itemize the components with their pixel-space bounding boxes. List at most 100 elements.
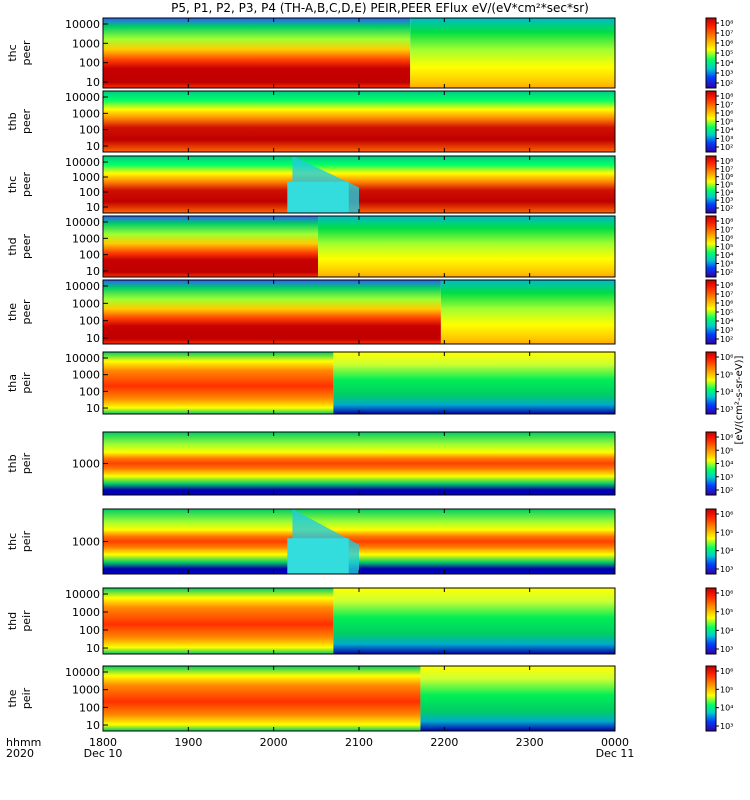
panel-1-colorbar <box>705 17 717 89</box>
panel-9-ytick-label: 10 <box>86 642 100 655</box>
panel-1-spectrogram-quiet <box>410 18 615 88</box>
panel-8-colorbar <box>705 508 717 575</box>
panel-6-colorbar-tick-label: 10³ <box>720 405 733 414</box>
panel-4-colorbar-tick-label: 10⁴ <box>720 251 733 260</box>
panel-9-ytick-label: 1000 <box>72 606 100 619</box>
panel-5-colorbar-tick-label: 10⁷ <box>720 290 733 299</box>
panel-5-colorbar <box>705 279 717 345</box>
panel-2-spectrogram-active <box>103 91 615 152</box>
panel-10-colorbar-tick-label: 10⁴ <box>720 704 733 713</box>
panel-2-ytick-label: 100 <box>79 124 100 137</box>
panel-3-ytick-label: 10000 <box>65 156 100 169</box>
panel-7-colorbar <box>705 431 717 496</box>
panel-9-spectrogram-active <box>103 588 334 654</box>
panel-1-colorbar-tick-label: 10² <box>720 79 733 88</box>
panel-6-ytick-label: 1000 <box>72 369 100 382</box>
panel-8-colorbar-tick-label: 10³ <box>720 565 733 574</box>
panel-1-colorbar-tick-label: 10⁶ <box>720 39 733 48</box>
panel-9-probe-label: thd <box>6 612 19 630</box>
xtick-label-1900: 1900 <box>174 736 202 749</box>
panel-2-instrument-label: peer <box>20 109 33 135</box>
panel-6-colorbar-tick-label: 10⁵ <box>720 370 733 379</box>
panel-6-ytick-label: 10000 <box>65 352 100 365</box>
panel-8-colorbar-tick-label: 10⁴ <box>720 547 733 556</box>
panel-2-colorbar-tick-label: 10³ <box>720 135 733 144</box>
panel-3-instrument-label: peer <box>20 172 33 198</box>
panel-8-probe-label: thc <box>6 533 19 550</box>
panel-4-colorbar-tick-label: 10³ <box>720 260 733 269</box>
panel-7-probe-label: thb <box>6 454 19 472</box>
panel-5-colorbar-tick-label: 10⁶ <box>720 299 733 308</box>
panel-6-colorbar-tick-label: 10⁶ <box>720 353 733 362</box>
panel-3-colorbar-tick-label: 10⁷ <box>720 165 733 174</box>
panel-10-probe-label: the <box>6 689 19 707</box>
panel-3-colorbar <box>705 155 717 214</box>
panel-5-ytick-label: 100 <box>79 315 100 328</box>
panel-2-colorbar-tick-label: 10² <box>720 143 733 152</box>
panel-3-colorbar-tick-label: 10⁶ <box>720 173 733 182</box>
panel-2-ytick-label: 1000 <box>72 107 100 120</box>
chart-title: P5, P1, P2, P3, P4 (TH-A,B,C,D,E) PEIR,P… <box>171 1 589 15</box>
panel-1-spectrogram-active <box>103 18 411 88</box>
panel-3-colorbar-tick-label: 10⁵ <box>720 181 733 190</box>
panel-9-colorbar-tick-label: 10³ <box>720 645 733 654</box>
panel-1-ytick-label: 100 <box>79 57 100 70</box>
panel-1-colorbar-tick-label: 10⁸ <box>720 19 733 28</box>
panel-2-ytick-label: 10 <box>86 140 100 153</box>
panel-8-colorbar-tick-label: 10⁵ <box>720 528 733 537</box>
panel-5-colorbar-tick-label: 10⁴ <box>720 317 733 326</box>
panel-4-colorbar <box>705 215 717 278</box>
panel-2-colorbar-tick-label: 10⁶ <box>720 109 733 118</box>
panel-8-colorbar-tick-label: 10⁶ <box>720 510 733 519</box>
panel-9-colorbar <box>705 587 717 655</box>
panel-4-colorbar-tick-label: 10⁶ <box>720 234 733 243</box>
panel-3-colorbar-tick-label: 10³ <box>720 196 733 205</box>
panel-6-colorbar-tick-label: 10⁴ <box>720 388 733 397</box>
panel-3-ytick-label: 100 <box>79 186 100 199</box>
panel-2-colorbar-tick-label: 10⁸ <box>720 92 733 101</box>
panel-5-probe-label: the <box>6 303 19 321</box>
xtick-label-2100: 2100 <box>345 736 373 749</box>
panel-9-ytick-label: 100 <box>79 624 100 637</box>
panel-7-colorbar-tick-label: 10³ <box>720 473 733 482</box>
panel-5-colorbar-tick-label: 10³ <box>720 326 733 335</box>
panel-4-ytick-label: 10 <box>86 265 100 278</box>
panel-7-colorbar-tick-label: 10⁶ <box>720 433 733 442</box>
panel-4-ytick-label: 1000 <box>72 232 100 245</box>
panel-9-spectrogram-quiet <box>333 588 615 654</box>
panel-7-ytick-label: 1000 <box>72 458 100 471</box>
xtick-label-2300: 2300 <box>516 736 544 749</box>
panel-6-instrument-label: peir <box>20 372 33 394</box>
panel-1-probe-label: thc <box>6 44 19 61</box>
panel-3-colorbar-tick-label: 10⁴ <box>720 188 733 197</box>
panel-1-ytick-label: 10000 <box>65 18 100 31</box>
panel-4-spectrogram-quiet <box>318 216 615 277</box>
panel-5-ytick-label: 10000 <box>65 280 100 293</box>
panel-1-colorbar-tick-label: 10³ <box>720 69 733 78</box>
date-label-end: Dec 11 <box>596 747 635 760</box>
panel-9-colorbar-tick-label: 10⁶ <box>720 589 733 598</box>
panel-3-colorbar-tick-label: 10⁸ <box>720 157 733 166</box>
panel-10-instrument-label: peir <box>20 687 33 709</box>
panel-10-ytick-label: 100 <box>79 701 100 714</box>
panel-6-colorbar <box>705 351 717 415</box>
panel-1-ytick-label: 10 <box>86 76 100 89</box>
panel-7-spectrogram-active <box>103 432 615 495</box>
panel-5-colorbar-tick-label: 10⁸ <box>720 281 733 290</box>
panel-1-colorbar-tick-label: 10⁵ <box>720 49 733 58</box>
panel-4-probe-label: thd <box>6 237 19 255</box>
panel-7-colorbar-tick-label: 10⁵ <box>720 446 733 455</box>
date-label-start: Dec 10 <box>84 747 123 760</box>
panel-8-gap-feature <box>287 538 349 574</box>
panel-10-colorbar-tick-label: 10³ <box>720 722 733 731</box>
xtick-label-2000: 2000 <box>260 736 288 749</box>
panel-2-colorbar <box>705 90 717 153</box>
panel-4-ytick-label: 100 <box>79 249 100 262</box>
panel-10-colorbar-tick-label: 10⁶ <box>720 667 733 676</box>
panel-10-spectrogram-active <box>103 666 421 731</box>
xtick-label-2200: 2200 <box>430 736 458 749</box>
panel-5-spectrogram-quiet <box>440 280 615 344</box>
panel-1-instrument-label: peer <box>20 40 33 66</box>
panel-2-colorbar-tick-label: 10⁴ <box>720 126 733 135</box>
